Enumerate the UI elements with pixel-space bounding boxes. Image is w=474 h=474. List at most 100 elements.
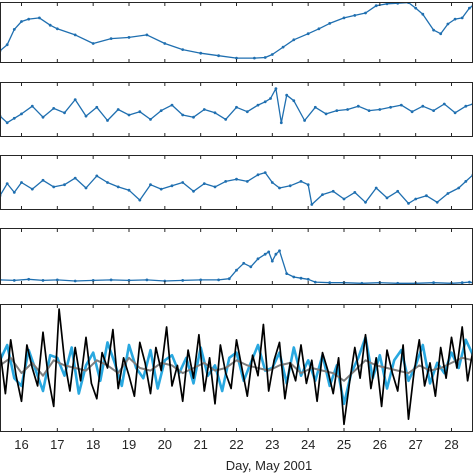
- panel-3-point-35: [331, 189, 335, 193]
- panel-2-point-11: [95, 105, 99, 109]
- panel-1-point-29: [364, 11, 367, 15]
- panel-1-point-2: [5, 43, 9, 47]
- panel-3-point-21: [202, 182, 206, 186]
- x-tick-label-23: 23: [265, 437, 279, 452]
- panel-5-series-1-line: [0, 336, 473, 406]
- panel-3-point-11: [95, 174, 99, 178]
- panel-1-point-15: [181, 48, 185, 51]
- panel-1-point-5: [27, 17, 31, 21]
- panel-1-point-6: [38, 16, 41, 20]
- panel-4-point-8: [109, 278, 113, 282]
- panel-3-point-18: [170, 184, 174, 188]
- panel-2-point-23: [224, 118, 228, 121]
- panel-2-point-36: [335, 109, 339, 112]
- panel-2-point-2: [5, 121, 9, 125]
- x-axis-label: Day, May 2001: [226, 458, 312, 473]
- panel-3-point-16: [149, 183, 152, 187]
- panel-4-point-3: [27, 277, 31, 281]
- panel-2-point-42: [399, 103, 403, 107]
- panel-3-series-1-line: [0, 171, 473, 206]
- panel-3-point-37: [353, 191, 357, 194]
- panel-4-point-17: [242, 261, 246, 265]
- panel-1-plot-area: [0, 2, 473, 60]
- panel-1-point-16: [199, 51, 203, 55]
- panel-1-point-8: [55, 27, 59, 31]
- x-tick-label-26: 26: [373, 437, 387, 452]
- panel-3-point-45: [435, 200, 439, 204]
- panel-1-point-9: [73, 33, 77, 37]
- panel-2-point-17: [159, 109, 163, 112]
- panel-3-point-32: [306, 183, 310, 187]
- panel-4-point-6: [73, 279, 77, 283]
- panel-2-point-31: [285, 93, 289, 97]
- panel-3-point-20: [192, 189, 195, 193]
- panel-1-point-30: [374, 4, 378, 8]
- panel-3-point-47: [457, 186, 461, 190]
- panel-4-point-4: [41, 279, 45, 282]
- panel-1-point-26: [328, 22, 332, 25]
- panel-3-point-13: [116, 185, 120, 189]
- panel-4-point-27: [299, 276, 303, 280]
- panel-1: [0, 2, 473, 63]
- panel-4-point-26: [292, 275, 296, 279]
- panel-3-point-10: [84, 186, 88, 190]
- panel-4-point-20: [263, 252, 267, 256]
- panel-4-point-9: [127, 279, 131, 282]
- panel-3-point-42: [407, 202, 410, 205]
- panel-3-point-31: [299, 180, 303, 183]
- panel-2-point-6: [41, 115, 45, 119]
- panel-2-point-40: [378, 108, 382, 111]
- panel-2-point-47: [453, 111, 457, 115]
- panel-3-point-4: [20, 181, 23, 184]
- panel-2-point-41: [389, 105, 392, 109]
- panel-3-point-46: [446, 192, 450, 195]
- panel-1-point-13: [145, 33, 149, 37]
- panel-2-point-38: [356, 104, 360, 108]
- panel-2-point-24: [235, 105, 238, 109]
- x-tick-label-25: 25: [337, 437, 351, 452]
- panel-4-point-38: [460, 281, 464, 285]
- panel-2-point-32: [292, 99, 296, 103]
- panel-4-point-15: [227, 277, 231, 281]
- panel-3: [0, 155, 473, 210]
- panel-4-point-22: [270, 259, 274, 263]
- panel-4-frame: [0, 228, 473, 285]
- panel-3-point-33: [310, 203, 314, 206]
- panel-3-point-2: [5, 182, 9, 186]
- panel-4-point-7: [91, 279, 95, 282]
- panel-2-point-48: [464, 104, 468, 108]
- panel-3-point-17: [159, 187, 163, 191]
- panel-2-point-26: [256, 103, 260, 107]
- panel-2-point-15: [138, 110, 142, 114]
- panel-1-point-37: [439, 32, 443, 36]
- panel-1-series-1-line: [0, 2, 473, 59]
- panel-1-point-7: [48, 23, 52, 27]
- panel-2-point-33: [303, 119, 306, 122]
- panel-3-point-25: [245, 180, 249, 183]
- panel-2-point-10: [84, 114, 88, 118]
- panel-2-point-14: [127, 113, 131, 117]
- panel-1-point-39: [453, 17, 457, 21]
- panel-1-point-12: [127, 36, 131, 39]
- panel-3-point-26: [256, 173, 260, 177]
- panel-3-point-22: [213, 185, 217, 189]
- panel-4-point-14: [217, 278, 221, 282]
- panel-2-plot-area: [0, 87, 473, 125]
- panel-2-point-45: [432, 109, 435, 112]
- x-tick-labels: 16 17 18 19 20 21 22 23 24 25 26 27 28: [14, 437, 458, 452]
- panel-3-point-19: [181, 181, 185, 184]
- panel-3-point-15: [138, 198, 142, 202]
- panel-4-point-29: [313, 280, 317, 284]
- panel-2-point-25: [245, 110, 249, 114]
- panel-2-point-46: [442, 102, 446, 106]
- chart-panels: [0, 2, 473, 432]
- panel-2-point-13: [116, 108, 120, 111]
- x-tick-label-28: 28: [444, 437, 458, 452]
- x-tick-label-24: 24: [301, 437, 315, 452]
- panel-2-point-27: [263, 100, 267, 104]
- panel-1-point-36: [432, 28, 435, 32]
- panel-3-point-41: [396, 189, 400, 193]
- panel-1-frame: [0, 2, 473, 63]
- panel-4-plot-area: [0, 249, 473, 285]
- panel-4-point-12: [181, 279, 185, 282]
